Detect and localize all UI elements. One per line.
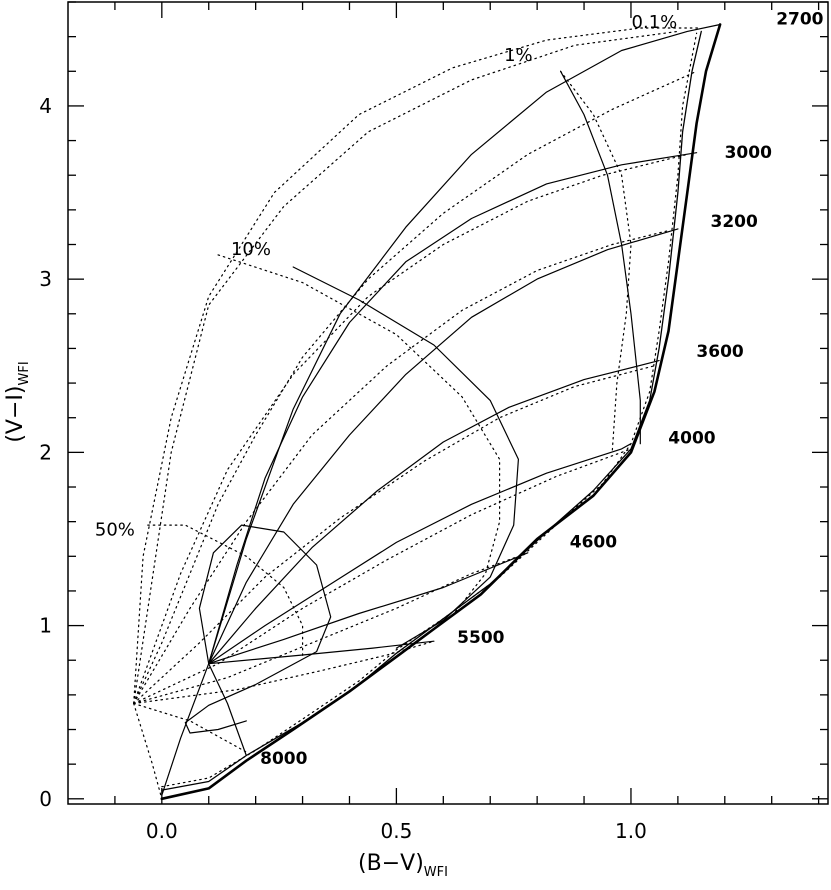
- solid-curve-4: [208, 152, 698, 665]
- temperature-label: 5500: [457, 628, 504, 648]
- y-axis-ticks: 0 1 2 3 4: [39, 1, 828, 811]
- solid-curve-12: [292, 266, 519, 649]
- solid-curve-11: [184, 524, 332, 734]
- dotted-curve-18: [133, 702, 247, 753]
- y-tick-label: 1: [39, 614, 52, 638]
- dotted-curve-2: [161, 32, 698, 788]
- solid-curve-7: [208, 443, 632, 665]
- dotted-curve-20: [133, 153, 688, 705]
- solid-curve-10: [208, 663, 247, 757]
- dotted-curve-15: [560, 70, 632, 453]
- solid-curve-1: [161, 30, 702, 791]
- solid-curve-8: [208, 552, 529, 665]
- dotted-curve-17: [147, 524, 304, 658]
- x-tick-label: 0.5: [380, 819, 412, 843]
- dotted-curve-23: [133, 448, 632, 705]
- solid-curve-6: [208, 360, 660, 665]
- chart-lines: [133, 23, 722, 801]
- fraction-label: 1%: [504, 45, 533, 66]
- x-tick-label: 1.0: [615, 819, 647, 843]
- fraction-label: 10%: [231, 239, 271, 260]
- x-axis-title: (B−V)WFI: [358, 851, 448, 880]
- solid-curve-5: [208, 228, 679, 665]
- temperature-label: 3600: [696, 342, 743, 362]
- y-tick-label: 2: [39, 440, 52, 464]
- dotted-curve-19: [133, 30, 679, 705]
- solid-curve-0: [160, 23, 722, 801]
- temperature-label: 8000: [260, 749, 307, 769]
- dotted-curve-27: [133, 702, 163, 800]
- solid-curve-13: [560, 70, 641, 445]
- x-axis-ticks: 0.0 0.5 1.0: [114, 2, 820, 843]
- x-tick-label: 0.0: [146, 819, 178, 843]
- y-tick-label: 4: [39, 94, 52, 118]
- dotted-curve-25: [133, 640, 435, 705]
- solid-curve-3: [161, 23, 721, 796]
- temperature-label: 4000: [668, 429, 715, 449]
- temperature-label: 3200: [711, 212, 758, 232]
- temperature-label: 4600: [570, 533, 617, 553]
- y-tick-label: 3: [39, 267, 52, 291]
- y-tick-label: 0: [39, 787, 52, 811]
- temperature-label: 3000: [725, 143, 772, 163]
- dotted-curve-22: [133, 365, 655, 705]
- temperature-label: 2700: [776, 10, 823, 30]
- fraction-label: 50%: [95, 520, 135, 541]
- dotted-curve-14: [133, 27, 702, 705]
- dotted-curve-21: [133, 230, 670, 705]
- annotation-labels: 2700 3000 3200 3600 4000 4600 5500 8000 0.1% 1% 10…: [95, 10, 824, 770]
- dotted-curve-26: [133, 70, 698, 705]
- plot-frame: [67, 1, 829, 805]
- fraction-label: 0.1%: [632, 12, 678, 33]
- y-axis-title: (V−I)WFI: [3, 361, 32, 442]
